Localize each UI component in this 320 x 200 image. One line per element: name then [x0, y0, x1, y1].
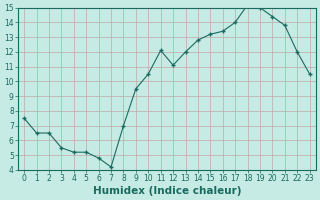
X-axis label: Humidex (Indice chaleur): Humidex (Indice chaleur) — [93, 186, 241, 196]
